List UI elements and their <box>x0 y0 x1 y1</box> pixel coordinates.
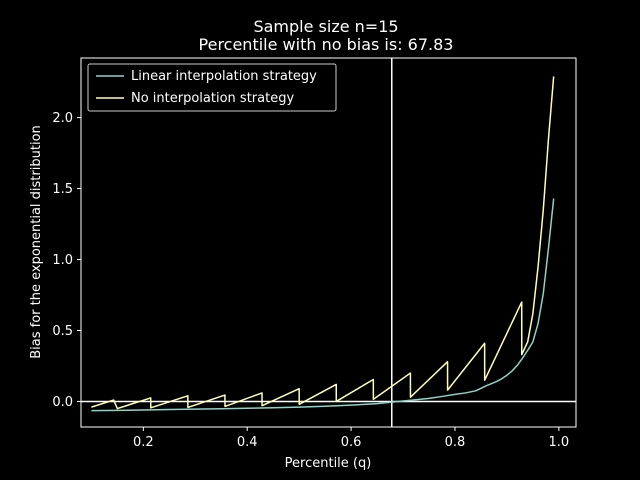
series-lines <box>91 76 555 412</box>
y-tick-label: 1.0 <box>52 253 73 268</box>
x-axis-label: Percentile (q) <box>285 456 372 471</box>
y-tick-label: 2.0 <box>52 111 73 126</box>
x-tick-label: 0.4 <box>237 435 258 450</box>
chart-subtitle: Percentile with no bias is: 67.83 <box>199 35 454 54</box>
y-axis-label: Bias for the exponential distribution <box>29 125 44 359</box>
legend-label-no-interpolation: No interpolation strategy <box>131 91 294 106</box>
series-line-1 <box>91 76 555 410</box>
plot-background <box>81 58 576 427</box>
legend: Linear interpolation strategy No interpo… <box>87 63 337 112</box>
x-tick-label: 0.8 <box>445 435 466 450</box>
chart-title: Sample size n=15 <box>253 17 398 36</box>
x-tick-label: 1.0 <box>549 435 570 450</box>
reference-lines <box>81 58 576 427</box>
x-axis: 0.2 0.4 0.6 0.8 1.0 <box>133 427 569 450</box>
plot-frame <box>80 57 577 428</box>
legend-label-linear: Linear interpolation strategy <box>131 69 317 84</box>
x-tick-label: 0.2 <box>133 435 154 450</box>
y-tick-label: 0.0 <box>52 395 73 410</box>
legend-box <box>87 63 337 112</box>
y-tick-label: 1.5 <box>52 182 73 197</box>
x-tick-label: 0.6 <box>341 435 362 450</box>
y-axis: 0.0 0.5 1.0 1.5 2.0 <box>52 111 81 410</box>
plot-area <box>80 57 577 428</box>
series-line-0 <box>91 198 555 412</box>
y-tick-label: 0.5 <box>52 324 73 339</box>
